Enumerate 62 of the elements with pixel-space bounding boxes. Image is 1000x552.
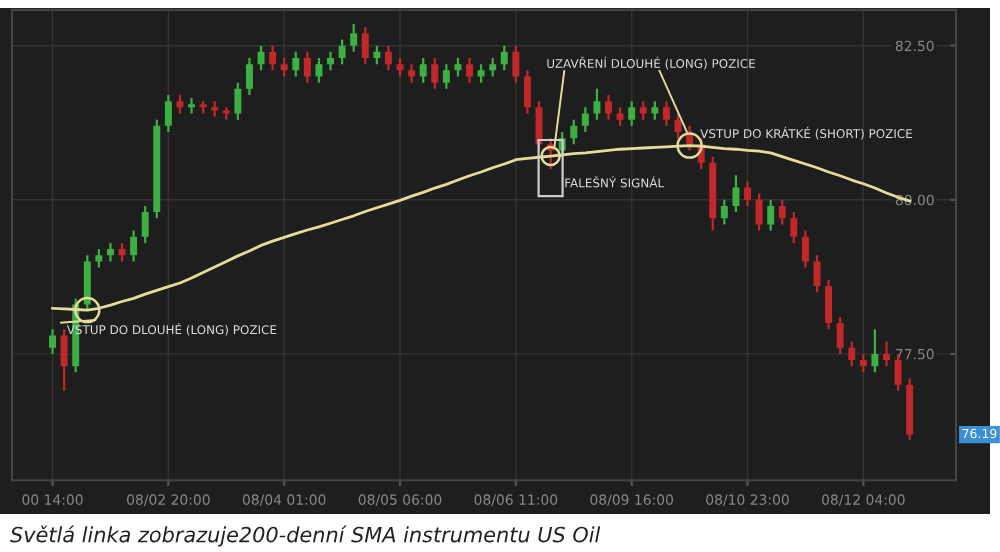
candlestick	[118, 241, 126, 263]
candlestick	[500, 44, 508, 72]
candlestick	[848, 340, 856, 368]
candlestick	[257, 44, 265, 72]
candlestick	[616, 106, 624, 127]
candlestick	[350, 23, 358, 53]
candlestick	[628, 100, 636, 127]
candlestick	[859, 352, 867, 374]
candlestick	[327, 50, 334, 72]
candlestick	[651, 100, 659, 121]
point	[74, 296, 101, 324]
candlestick	[292, 50, 300, 78]
candlestick	[593, 87, 601, 121]
candlestick	[188, 96, 196, 115]
candlestick	[744, 180, 751, 208]
candlestick	[245, 56, 253, 97]
candlestick	[720, 198, 728, 226]
candlestick	[605, 93, 612, 121]
candlestick	[662, 100, 670, 127]
candlestick	[315, 56, 323, 84]
candlestick	[130, 229, 138, 263]
candlestick	[361, 26, 369, 66]
candlestick	[489, 56, 497, 78]
candlestick	[141, 204, 149, 245]
candlestick	[477, 63, 485, 84]
candlestick	[732, 174, 740, 214]
candlestick	[419, 56, 427, 84]
candlestick	[384, 44, 392, 72]
candlestick	[373, 44, 381, 66]
candlestick	[639, 100, 647, 121]
candlestick	[338, 38, 346, 66]
text: Světlá linka zobrazuje200-denní SMA instrumentu US Oil	[10, 525, 601, 547]
candlestick	[234, 81, 242, 121]
candlestick	[60, 328, 68, 392]
candlestick	[303, 50, 311, 84]
candlestick	[825, 278, 833, 331]
candlestick	[431, 56, 439, 90]
candlestick	[466, 56, 473, 84]
candlestick	[836, 315, 844, 355]
candlestick	[164, 93, 172, 134]
candlestick	[570, 118, 578, 146]
candlestick	[280, 56, 288, 78]
candlestick	[454, 56, 462, 78]
candlestick	[801, 229, 809, 269]
candlestick	[883, 340, 890, 368]
candlestick	[767, 198, 775, 232]
candlestick	[95, 247, 103, 269]
candlestick	[269, 44, 277, 72]
candlestick	[106, 241, 114, 263]
candlestick	[755, 192, 763, 232]
candlestick	[778, 198, 786, 226]
candlestick	[523, 69, 531, 115]
candlestick	[176, 93, 184, 115]
candlestick	[871, 328, 879, 374]
candlestick	[581, 106, 589, 134]
candlestick	[83, 254, 91, 312]
candlestick	[49, 328, 57, 355]
candlestick	[790, 211, 798, 245]
candlestick	[408, 63, 416, 84]
candlestick	[512, 44, 520, 84]
candlestick	[442, 63, 450, 90]
point	[676, 132, 703, 159]
